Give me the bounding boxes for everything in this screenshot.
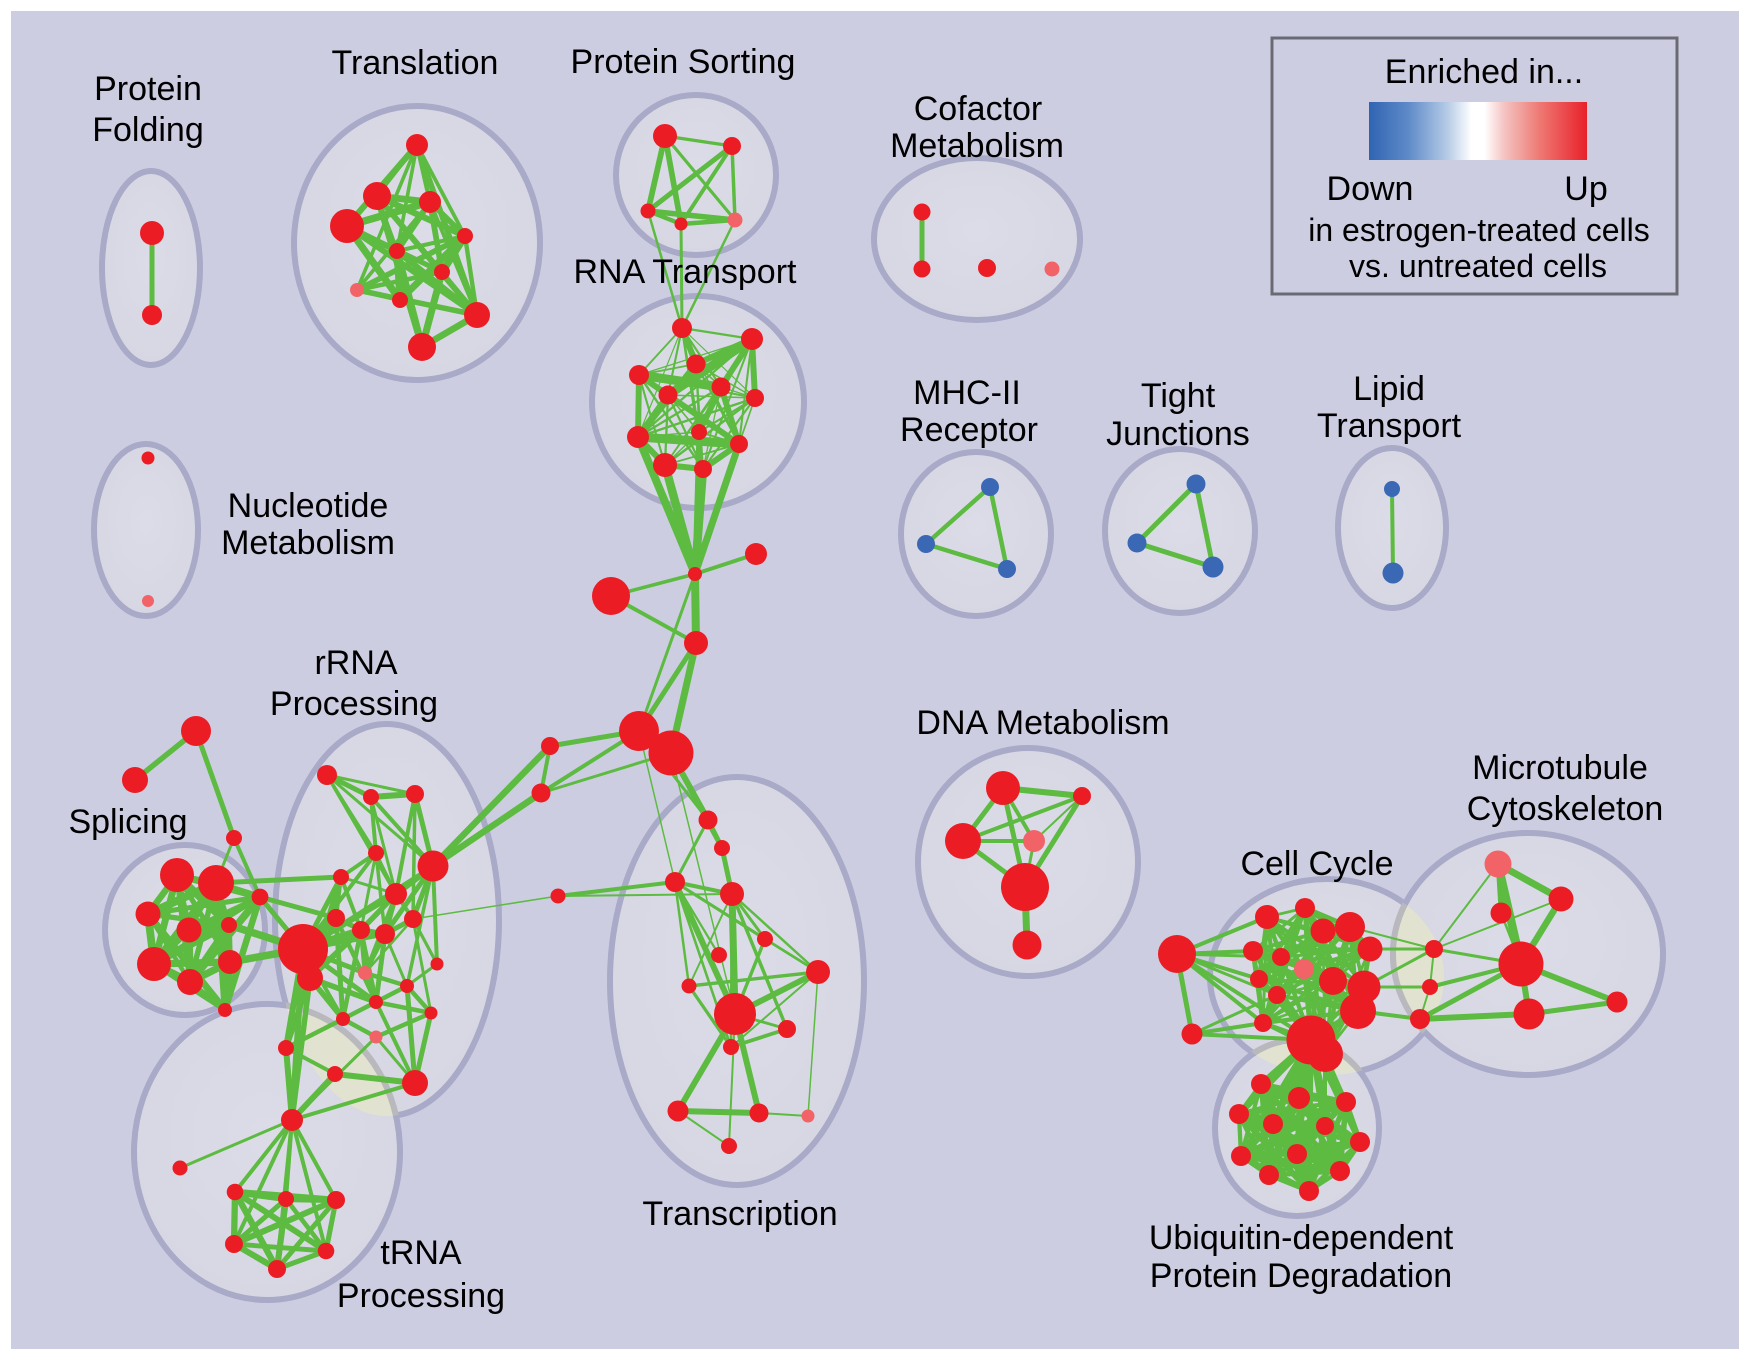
svg-text:Up: Up — [1564, 170, 1607, 208]
svg-text:Cell Cycle: Cell Cycle — [1240, 845, 1393, 883]
svg-text:RNA Transport: RNA Transport — [574, 253, 798, 291]
svg-text:Receptor: Receptor — [900, 411, 1038, 449]
svg-text:Microtubule: Microtubule — [1472, 749, 1648, 787]
svg-text:Enriched in...: Enriched in... — [1385, 53, 1583, 91]
svg-text:Protein Degradation: Protein Degradation — [1150, 1257, 1452, 1295]
svg-text:vs. untreated cells: vs. untreated cells — [1349, 248, 1607, 284]
svg-text:Splicing: Splicing — [68, 803, 187, 841]
svg-text:MHC-II: MHC-II — [913, 374, 1021, 412]
svg-text:Cytoskeleton: Cytoskeleton — [1467, 790, 1664, 828]
svg-text:Junctions: Junctions — [1106, 415, 1250, 453]
svg-text:Transcription: Transcription — [642, 1195, 837, 1233]
svg-text:Transport: Transport — [1317, 407, 1462, 445]
svg-text:Folding: Folding — [92, 111, 204, 149]
svg-text:Processing: Processing — [270, 685, 438, 723]
svg-text:Protein: Protein — [94, 70, 202, 108]
svg-text:rRNA: rRNA — [314, 644, 397, 682]
svg-text:Nucleotide: Nucleotide — [228, 487, 389, 525]
svg-text:DNA Metabolism: DNA Metabolism — [916, 704, 1169, 742]
svg-text:tRNA: tRNA — [380, 1234, 462, 1272]
svg-text:Metabolism: Metabolism — [890, 127, 1064, 165]
svg-text:Metabolism: Metabolism — [221, 524, 395, 562]
svg-text:Tight: Tight — [1141, 377, 1216, 415]
svg-text:Cofactor: Cofactor — [914, 90, 1043, 128]
svg-text:in estrogen-treated cells: in estrogen-treated cells — [1308, 212, 1650, 248]
svg-text:Protein Sorting: Protein Sorting — [571, 43, 796, 81]
svg-text:Translation: Translation — [332, 44, 499, 82]
svg-text:Ubiquitin-dependent: Ubiquitin-dependent — [1149, 1219, 1454, 1257]
svg-text:Processing: Processing — [337, 1277, 505, 1315]
svg-text:Lipid: Lipid — [1353, 370, 1425, 408]
svg-text:Down: Down — [1327, 170, 1414, 208]
